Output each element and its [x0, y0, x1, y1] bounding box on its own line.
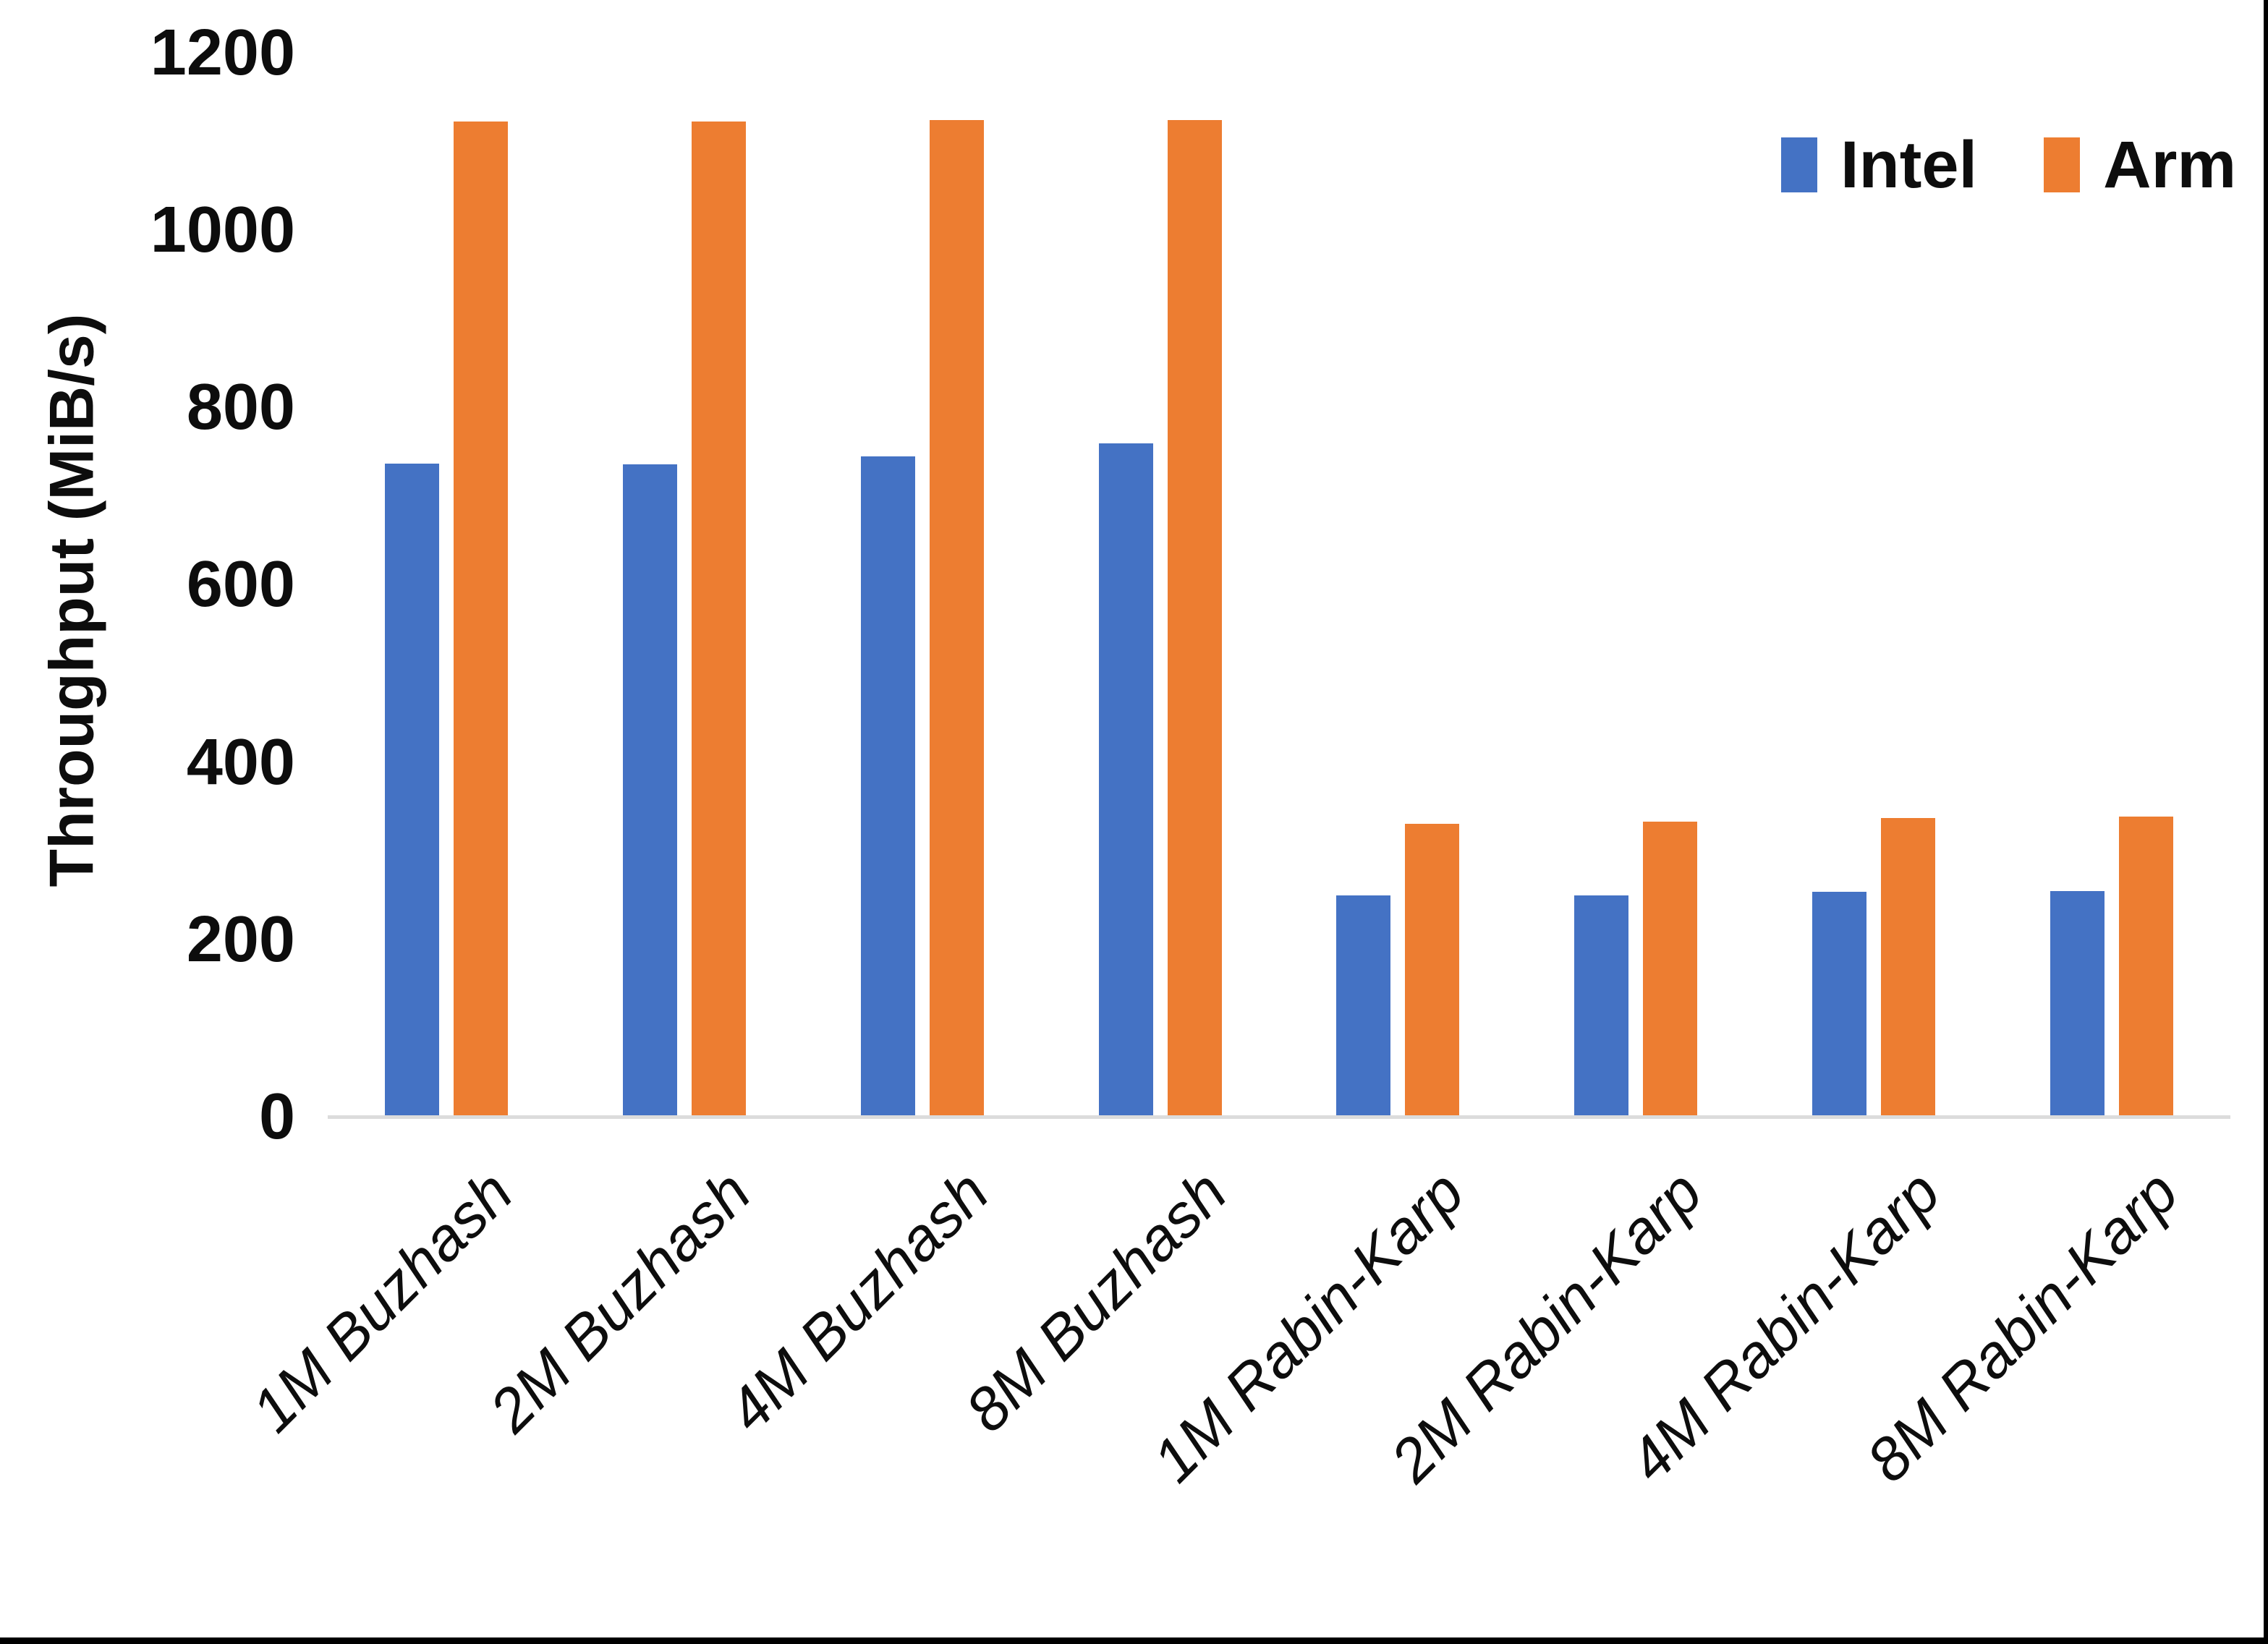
y-tick-label: 1000	[150, 194, 295, 266]
bar-intel-1m-buzhash	[385, 463, 440, 1115]
y-tick-label: 400	[186, 725, 295, 798]
y-tick-label: 1200	[150, 16, 295, 89]
y-tick-label: 800	[186, 371, 295, 444]
bar-intel-4m-rabin-karp	[1812, 892, 1866, 1115]
bar-arm-1m-rabin-karp	[1405, 823, 1460, 1115]
bar-intel-8m-buzhash	[1098, 443, 1153, 1115]
bar-arm-1m-buzhash	[454, 121, 509, 1115]
y-tick-label: 600	[186, 548, 295, 621]
bar-arm-8m-rabin-karp	[2118, 816, 2173, 1115]
bar-arm-4m-rabin-karp	[1880, 818, 1935, 1115]
bar-arm-8m-buzhash	[1167, 120, 1222, 1115]
bar-intel-2m-rabin-karp	[1574, 895, 1629, 1115]
bar-arm-4m-buzhash	[929, 120, 984, 1115]
legend-label-intel: Intel	[1840, 128, 1978, 202]
y-tick-label: 200	[186, 903, 295, 976]
x-axis-line	[328, 1115, 2230, 1119]
y-tick-label: 0	[258, 1081, 295, 1153]
bar-intel-2m-buzhash	[623, 464, 678, 1115]
bar-intel-1m-rabin-karp	[1336, 895, 1391, 1115]
legend-swatch-intel	[1781, 137, 1817, 192]
legend-item-intel: Intel	[1781, 132, 1977, 198]
legend: Intel Arm	[1781, 132, 2236, 198]
bar-intel-4m-buzhash	[860, 456, 915, 1115]
screenshot-bottom-border	[0, 1637, 2268, 1644]
bar-arm-2m-buzhash	[692, 121, 747, 1115]
legend-label-arm: Arm	[2103, 128, 2237, 202]
bar-arm-2m-rabin-karp	[1643, 822, 1698, 1115]
legend-item-arm: Arm	[2044, 132, 2236, 198]
legend-swatch-arm	[2044, 137, 2081, 192]
screenshot-right-border	[2264, 0, 2268, 1644]
bar-intel-8m-rabin-karp	[2050, 890, 2105, 1115]
